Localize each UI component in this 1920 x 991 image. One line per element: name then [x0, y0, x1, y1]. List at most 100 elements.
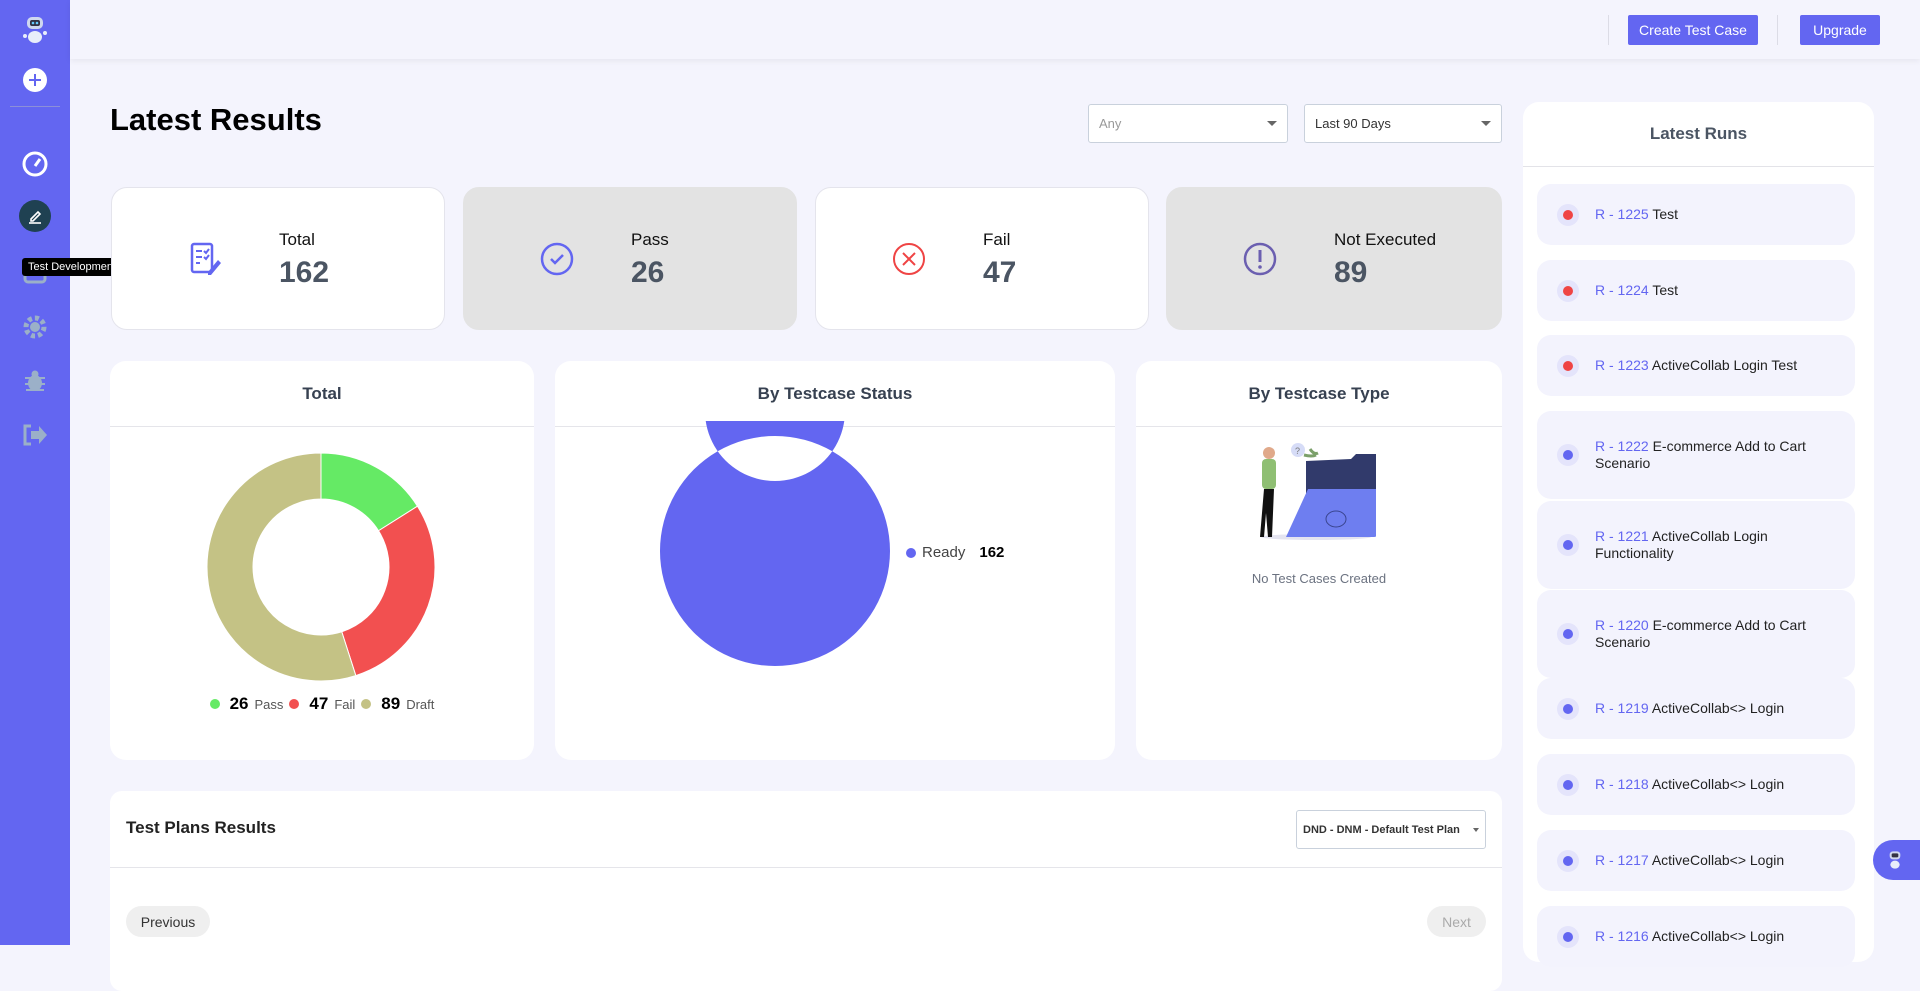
legend-swatch [209, 699, 220, 709]
run-id[interactable]: R - 1220 [1595, 617, 1649, 633]
run-item[interactable]: R - 1223 ActiveCollab Login Test [1537, 335, 1855, 396]
sidebar-divider [10, 106, 60, 107]
run-text: R - 1217 ActiveCollab<> Login [1595, 852, 1784, 869]
legend-swatch [361, 699, 372, 709]
empty-state-text: No Test Cases Created [1251, 571, 1387, 586]
run-id[interactable]: R - 1224 [1595, 282, 1649, 298]
status-dot-icon [1563, 285, 1573, 296]
stat-label: Fail [983, 230, 1011, 249]
stat-card-fail: Fail 47 [815, 187, 1149, 330]
run-item[interactable]: R - 1222 E-commerce Add to Cart Scenario [1537, 411, 1855, 499]
run-status-indicator [1557, 203, 1579, 226]
stat-card-total: Total 162 [111, 187, 445, 330]
top-header: Create Test Case Upgrade [70, 0, 1920, 59]
run-item[interactable]: R - 1221 ActiveCollab Login Functionalit… [1537, 501, 1855, 589]
test-plan-select[interactable]: DND - DNM - Default Test Plan [1296, 810, 1486, 849]
sidebar [0, 0, 70, 945]
upgrade-button[interactable]: Upgrade [1800, 15, 1880, 45]
run-name: Test [1652, 206, 1679, 222]
run-id[interactable]: R - 1225 [1595, 206, 1649, 222]
stat-card-not-executed: Not Executed 89 [1166, 187, 1502, 330]
settings-gear-icon[interactable] [15, 307, 55, 347]
run-item[interactable]: R - 1224 Test [1537, 260, 1855, 321]
previous-button[interactable]: Previous [126, 906, 210, 937]
run-id[interactable]: R - 1217 [1595, 852, 1649, 868]
latest-runs-title: Latest Runs [1523, 102, 1874, 167]
svg-text:?: ? [1295, 446, 1300, 456]
legend-value: 162 [979, 544, 1005, 561]
run-id[interactable]: R - 1221 [1595, 528, 1649, 544]
run-item[interactable]: R - 1219 ActiveCollab<> Login [1537, 678, 1855, 739]
status-filter-select[interactable]: Any [1088, 104, 1288, 143]
stat-value: 26 [631, 256, 665, 289]
run-name: ActiveCollab<> Login [1651, 928, 1785, 944]
legend-label: Fail [334, 696, 356, 712]
run-status-indicator [1557, 279, 1579, 302]
chart-title: Total [110, 361, 534, 427]
bug-icon[interactable] [15, 361, 55, 401]
run-id[interactable]: R - 1218 [1595, 776, 1649, 792]
run-id[interactable]: R - 1219 [1595, 700, 1649, 716]
chevron-down-icon [1481, 121, 1491, 126]
create-test-case-button[interactable]: Create Test Case [1628, 15, 1758, 45]
legend-item-draft[interactable]: 89 Draft [361, 694, 434, 714]
next-button[interactable]: Next [1427, 906, 1486, 937]
status-dot-icon [1563, 779, 1573, 790]
stat-value: 47 [983, 256, 1017, 289]
run-name: ActiveCollab Login Test [1651, 357, 1798, 373]
legend-item-ready[interactable]: Ready 162 [906, 544, 1004, 561]
run-name: E-commerce Add to Cart Scenario [1595, 438, 1806, 471]
header-divider [1777, 15, 1778, 45]
chart-title: By Testcase Type [1136, 361, 1502, 427]
run-status-indicator [1557, 773, 1579, 796]
donut-slice-fail[interactable] [341, 505, 436, 677]
run-item[interactable]: R - 1217 ActiveCollab<> Login [1537, 830, 1855, 891]
run-text: R - 1223 ActiveCollab Login Test [1595, 357, 1797, 374]
run-status-indicator [1557, 925, 1579, 948]
status-dot-icon [1563, 629, 1573, 639]
run-item[interactable]: R - 1218 ActiveCollab<> Login [1537, 754, 1855, 815]
chatbot-button[interactable] [1873, 840, 1920, 880]
run-id[interactable]: R - 1222 [1595, 438, 1649, 454]
dashboard-gauge-icon[interactable] [15, 144, 55, 184]
date-range-select[interactable]: Last 90 Days [1304, 104, 1502, 143]
run-id[interactable]: R - 1216 [1595, 928, 1649, 944]
legend-item-fail[interactable]: 47 Fail [289, 694, 355, 714]
stat-value: 89 [1334, 256, 1368, 289]
chart-title: By Testcase Status [555, 361, 1115, 427]
run-text: R - 1218 ActiveCollab<> Login [1595, 776, 1784, 793]
test-plans-header: Test Plans Results DND - DNM - Default T… [110, 791, 1502, 868]
legend-label: Pass [254, 696, 284, 712]
run-item[interactable]: R - 1220 E-commerce Add to Cart Scenario [1537, 590, 1855, 678]
status-dot-icon [1563, 360, 1573, 371]
run-name: Test [1652, 282, 1679, 298]
run-status-indicator [1557, 444, 1579, 466]
donut-slice-ready[interactable] [660, 421, 890, 666]
logout-icon[interactable] [15, 415, 55, 455]
date-range-value: Last 90 Days [1315, 116, 1391, 131]
run-id[interactable]: R - 1223 [1595, 357, 1649, 373]
run-name: ActiveCollab Login Functionality [1595, 528, 1768, 561]
run-text: R - 1222 E-commerce Add to Cart Scenario [1595, 438, 1835, 472]
donut-slice-draft[interactable] [206, 452, 357, 682]
checklist-edit-icon [190, 242, 221, 275]
add-button[interactable] [15, 60, 55, 100]
status-donut-chart [660, 421, 890, 666]
run-item[interactable]: R - 1225 Test [1537, 184, 1855, 245]
legend-item-pass[interactable]: 26 Pass [209, 694, 284, 714]
stat-label: Pass [631, 230, 669, 249]
run-name: E-commerce Add to Cart Scenario [1595, 617, 1806, 650]
status-dot-icon [1563, 209, 1573, 220]
test-development-pencil-icon[interactable] [19, 200, 51, 232]
robot-logo-icon[interactable] [15, 10, 55, 50]
stat-label: Not Executed [1334, 230, 1437, 249]
legend-swatch [906, 547, 916, 558]
run-text: R - 1224 Test [1595, 282, 1678, 299]
run-item[interactable]: R - 1216 ActiveCollab<> Login [1537, 906, 1855, 967]
stat-value: 162 [279, 256, 330, 289]
test-plans-title: Test Plans Results [126, 818, 276, 837]
legend-value: 26 [229, 694, 249, 713]
run-status-indicator [1557, 534, 1579, 556]
run-name: ActiveCollab<> Login [1651, 700, 1785, 716]
run-text: R - 1220 E-commerce Add to Cart Scenario [1595, 617, 1835, 651]
